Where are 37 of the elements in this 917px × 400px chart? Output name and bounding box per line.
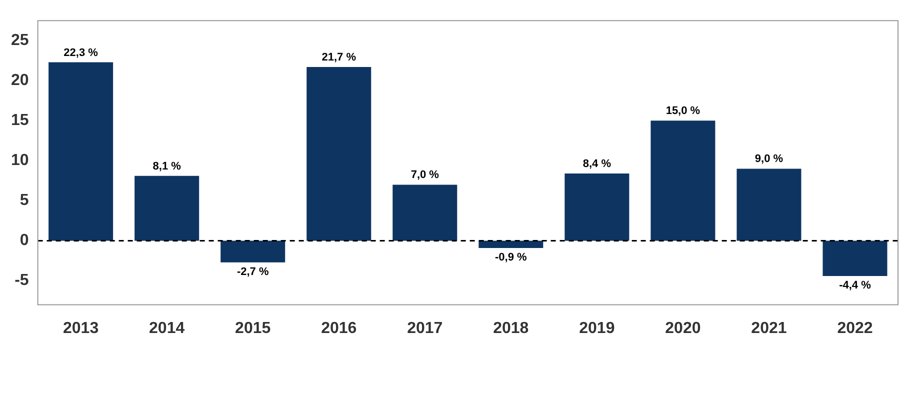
x-tick-label: 2017: [407, 320, 443, 337]
y-tick-label: -5: [14, 272, 29, 290]
bar: [134, 176, 200, 241]
x-tick-label: 2018: [493, 320, 529, 337]
bar: [48, 62, 114, 241]
data-label: 22,3 %: [64, 46, 98, 59]
bar: [564, 174, 630, 241]
x-tick-label: 2014: [149, 320, 185, 337]
x-tick-label: 2016: [321, 320, 357, 337]
data-label: 7,0 %: [410, 169, 440, 182]
y-tick-label: 20: [11, 72, 29, 90]
bar: [306, 67, 372, 241]
data-label: -0,9 %: [495, 251, 528, 264]
data-label: 9,0 %: [754, 153, 784, 166]
data-label: -2,7 %: [236, 266, 269, 278]
bar: [822, 240, 888, 276]
bar: [220, 240, 286, 262]
y-tick-label: 25: [11, 32, 29, 50]
data-label: -4,4 %: [839, 280, 872, 292]
y-tick-label: 10: [11, 152, 29, 170]
y-tick-label: 0: [20, 232, 29, 250]
data-label: 8,1 %: [152, 160, 182, 172]
x-tick-label: 2019: [579, 320, 615, 337]
x-tick-label: 2015: [235, 320, 271, 337]
x-tick-label: 2020: [665, 320, 701, 337]
y-tick-label: 15: [11, 112, 29, 130]
x-tick-label: 2022: [837, 320, 873, 337]
y-tick-label: 5: [20, 192, 29, 210]
bar: [478, 240, 544, 248]
x-tick-label: 2021: [751, 320, 787, 337]
data-label: 8,4 %: [582, 158, 612, 170]
data-label: 15,0 %: [666, 105, 700, 118]
data-label: 21,7 %: [322, 52, 356, 64]
bar: [736, 168, 802, 241]
bar: [650, 120, 716, 241]
x-tick-label: 2013: [63, 320, 99, 337]
bar: [392, 184, 458, 241]
